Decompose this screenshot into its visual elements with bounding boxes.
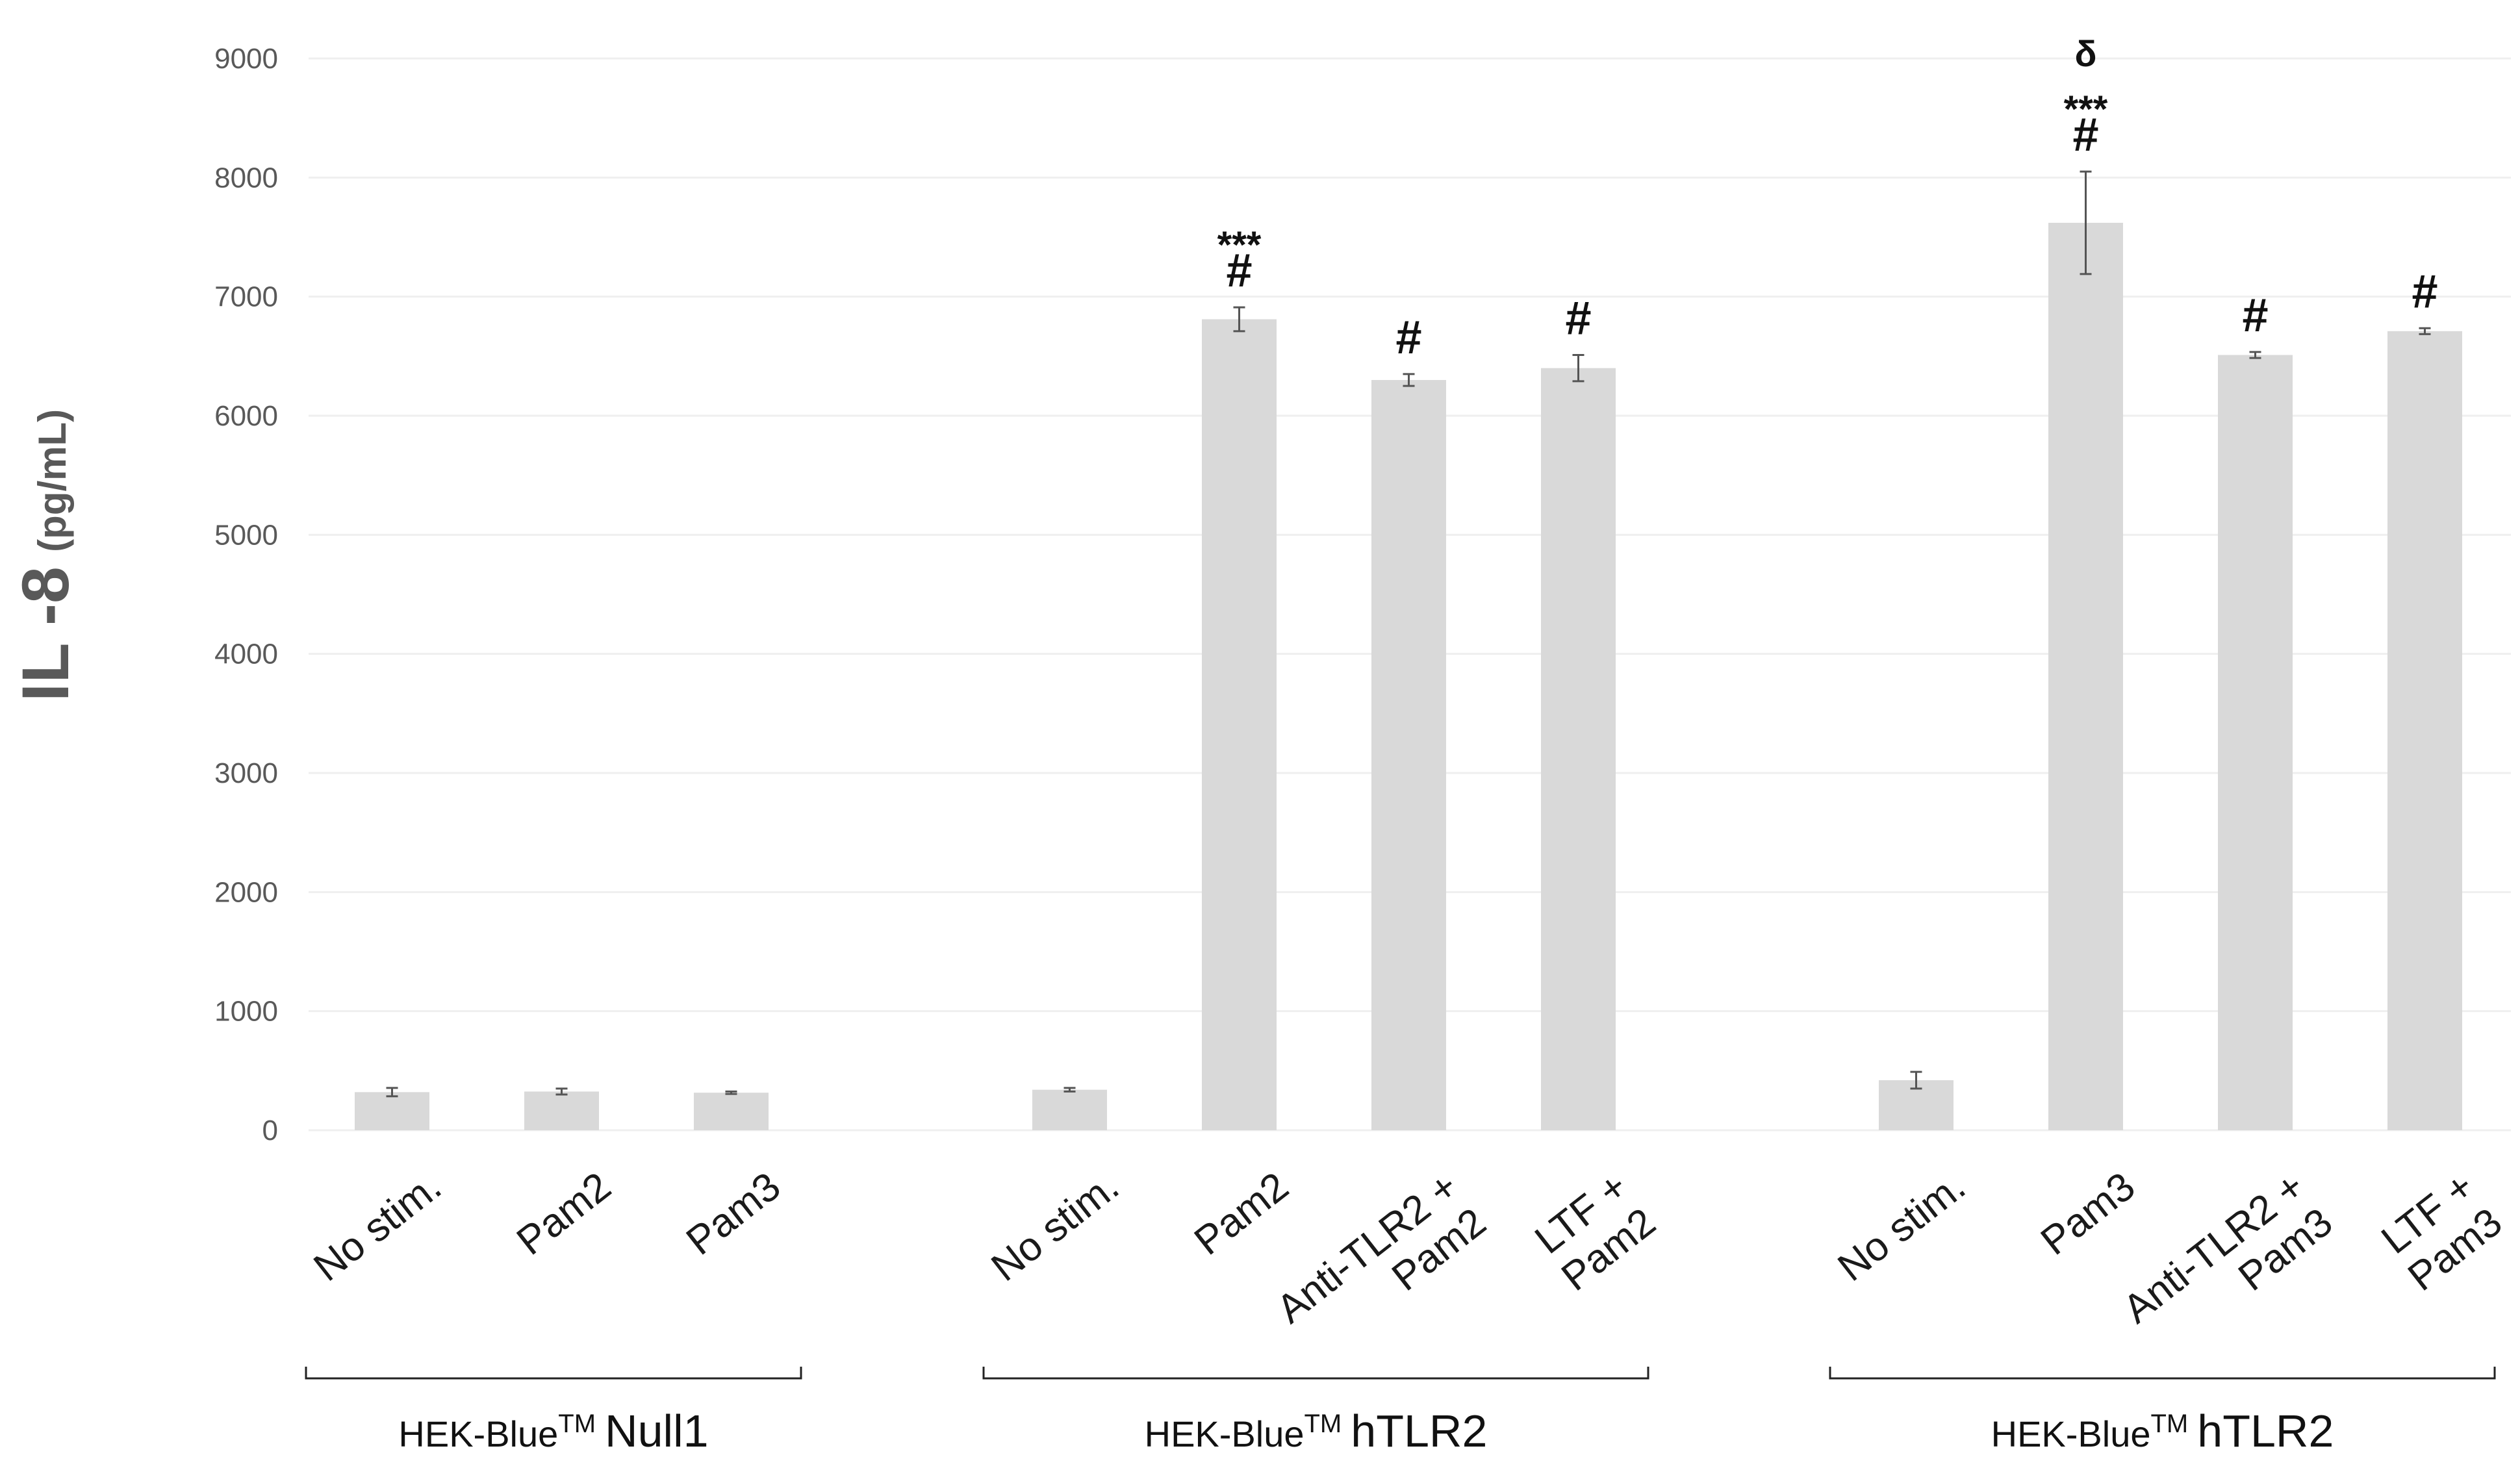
error-bars xyxy=(386,170,2431,1098)
group-label-tm: TM xyxy=(2151,1410,2189,1438)
hash-marker: # xyxy=(2412,266,2437,318)
group-label: HEK-BlueTM Null1 xyxy=(398,1406,708,1456)
category-label-line: Pam3 xyxy=(678,1164,789,1264)
category-label: LTF +Pam3 xyxy=(2372,1164,2510,1300)
bar xyxy=(2048,223,2123,1130)
group-label-tm: TM xyxy=(1305,1410,1342,1438)
bar xyxy=(1032,1089,1107,1130)
category-label-line: Pam2 xyxy=(1186,1164,1297,1264)
bar xyxy=(2387,331,2462,1130)
y-axis-title-main: IL -8 xyxy=(8,566,83,702)
y-tick-label: 1000 xyxy=(214,996,278,1028)
hash-marker: # xyxy=(1226,245,1252,297)
category-label-line: No stim. xyxy=(983,1164,1127,1290)
y-tick-label: 0 xyxy=(262,1115,278,1146)
group-label-prefix: HEK-Blue xyxy=(398,1413,558,1454)
hash-marker: # xyxy=(2072,109,2098,161)
category-label: Anti-TLR2 +Pam2 xyxy=(1269,1164,1495,1368)
significance-stars: *** xyxy=(2064,88,2108,131)
group-label-tm: TM xyxy=(558,1410,596,1438)
bar xyxy=(355,1092,429,1130)
bar xyxy=(2218,355,2293,1130)
group-label-suffix: Null1 xyxy=(605,1406,709,1456)
group-label-prefix: HEK-Blue xyxy=(1145,1413,1305,1454)
category-label-line: No stim. xyxy=(1829,1164,1974,1290)
group-label-prefix: HEK-Blue xyxy=(1991,1413,2151,1454)
category-label-line: Pam3 xyxy=(2033,1164,2143,1264)
y-tick-label: 9000 xyxy=(214,43,278,75)
bar xyxy=(1371,380,1446,1130)
group-label-suffix: hTLR2 xyxy=(2197,1406,2334,1456)
category-label: Pam2 xyxy=(1186,1164,1297,1264)
category-label: Pam3 xyxy=(2033,1164,2143,1264)
group-label: HEK-BlueTM hTLR2 xyxy=(1991,1406,2334,1456)
bar xyxy=(524,1091,599,1130)
category-label: No stim. xyxy=(983,1164,1127,1290)
y-tick-label: 5000 xyxy=(214,519,278,551)
y-tick-label: 8000 xyxy=(214,162,278,194)
significance-annotations: #***# ##***δ# # xyxy=(1217,33,2438,364)
category-label-line: No stim. xyxy=(305,1164,450,1290)
hash-marker: # xyxy=(1395,312,1421,364)
category-label: Pam3 xyxy=(678,1164,789,1264)
group-brackets: HEK-BlueTM Null1 HEK-BlueTM hTLR2 HEK-BlueTM… xyxy=(305,1367,2496,1456)
delta-marker: δ xyxy=(2075,33,2097,74)
category-label-line: Pam2 xyxy=(509,1164,619,1264)
bar xyxy=(694,1093,769,1130)
category-label: No stim. xyxy=(305,1164,450,1290)
y-tick-label: 7000 xyxy=(214,281,278,313)
y-axis-ticks: 0 1000 2000 3000 4000 5000 6000 7000 8000 9000 xyxy=(214,43,278,1146)
y-tick-label: 6000 xyxy=(214,400,278,432)
y-tick-label: 4000 xyxy=(214,639,278,670)
group-bracket xyxy=(982,1367,1649,1380)
bar xyxy=(1202,319,1277,1130)
group-bracket xyxy=(305,1367,802,1380)
category-label: Anti-TLR2 +Pam3 xyxy=(2115,1164,2341,1368)
y-tick-label: 3000 xyxy=(214,757,278,789)
category-label: LTF +Pam2 xyxy=(1525,1164,1664,1300)
group-label-suffix: hTLR2 xyxy=(1351,1406,1487,1456)
bar xyxy=(1541,368,1616,1130)
category-label: Pam2 xyxy=(509,1164,619,1264)
y-tick-label: 2000 xyxy=(214,876,278,908)
y-axis-title: IL -8 (pg/mL) xyxy=(8,409,83,702)
bars xyxy=(355,223,2462,1130)
group-bracket xyxy=(1829,1367,2496,1380)
category-label: No stim. xyxy=(1829,1164,1974,1290)
group-label: HEK-BlueTM hTLR2 xyxy=(1145,1406,1488,1456)
y-axis-title-unit: (pg/mL) xyxy=(31,409,74,552)
hash-marker: # xyxy=(2242,290,2268,342)
significance-stars: *** xyxy=(1217,224,1262,266)
hash-marker: # xyxy=(1565,293,1591,345)
